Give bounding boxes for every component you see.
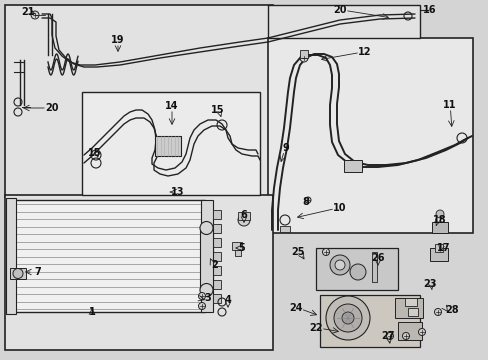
Text: 22: 22 (308, 323, 322, 333)
Text: 27: 27 (381, 331, 394, 341)
Bar (5, 195, 272, 350)
Text: 12: 12 (358, 47, 371, 57)
Bar (213, 294, 221, 303)
Circle shape (31, 11, 39, 19)
Text: 11: 11 (442, 100, 456, 110)
Text: 17: 17 (436, 243, 450, 253)
Bar (155, 136, 181, 156)
Text: 15: 15 (211, 105, 224, 115)
Bar (200, 228, 213, 290)
Bar (213, 238, 221, 247)
Bar (404, 298, 416, 306)
Circle shape (198, 302, 205, 310)
Text: 9: 9 (282, 143, 289, 153)
Text: 1: 1 (88, 307, 95, 317)
Text: 15: 15 (88, 148, 102, 158)
Bar (431, 222, 447, 233)
Text: 20: 20 (332, 5, 346, 15)
Circle shape (13, 269, 23, 279)
Circle shape (200, 284, 213, 297)
Bar (231, 242, 242, 250)
Circle shape (329, 255, 349, 275)
Bar (235, 250, 241, 256)
Bar (213, 210, 221, 219)
Text: 19: 19 (111, 35, 124, 45)
Text: 2: 2 (211, 260, 218, 270)
Text: 4: 4 (224, 295, 231, 305)
Bar (299, 50, 307, 58)
Bar (397, 322, 421, 340)
Bar (343, 160, 361, 172)
Circle shape (349, 264, 365, 280)
Circle shape (434, 309, 441, 315)
Bar (213, 266, 221, 275)
Bar (10, 200, 204, 312)
Bar (429, 248, 447, 261)
Bar (213, 280, 221, 289)
Text: 21: 21 (21, 7, 35, 17)
Text: 6: 6 (240, 210, 247, 220)
Text: 24: 24 (289, 303, 302, 313)
Text: 25: 25 (291, 247, 304, 257)
Bar (315, 248, 397, 290)
Circle shape (299, 54, 307, 62)
Circle shape (402, 333, 408, 339)
Text: 13: 13 (171, 187, 184, 197)
Bar (238, 212, 249, 220)
Bar (371, 252, 376, 282)
Bar (267, 38, 472, 233)
Text: 20: 20 (45, 103, 59, 113)
Text: 18: 18 (432, 215, 446, 225)
Text: 10: 10 (332, 203, 346, 213)
Circle shape (322, 248, 329, 256)
Text: 26: 26 (370, 253, 384, 263)
Circle shape (238, 214, 249, 226)
Bar (394, 298, 422, 318)
Circle shape (305, 197, 310, 203)
Text: 16: 16 (423, 5, 436, 15)
Bar (213, 252, 221, 261)
Circle shape (435, 210, 443, 218)
Bar (267, 5, 419, 38)
Bar (10, 268, 26, 279)
Circle shape (325, 296, 369, 340)
Text: 28: 28 (444, 305, 458, 315)
Bar (6, 198, 16, 314)
Circle shape (386, 333, 393, 339)
Circle shape (333, 304, 361, 332)
Bar (213, 224, 221, 233)
Circle shape (341, 312, 353, 324)
Text: 3: 3 (204, 293, 211, 303)
Text: 8: 8 (302, 197, 309, 207)
Text: 5: 5 (238, 243, 245, 253)
Bar (319, 295, 419, 347)
Circle shape (418, 328, 425, 336)
Bar (201, 200, 213, 312)
Bar (280, 226, 289, 232)
Text: 7: 7 (35, 267, 41, 277)
Bar (82, 92, 260, 195)
Bar (407, 308, 417, 316)
Circle shape (198, 292, 205, 300)
Bar (434, 244, 442, 252)
Bar (5, 5, 272, 197)
Circle shape (200, 221, 213, 234)
Circle shape (334, 260, 345, 270)
Text: 23: 23 (423, 279, 436, 289)
Text: 14: 14 (165, 101, 179, 111)
